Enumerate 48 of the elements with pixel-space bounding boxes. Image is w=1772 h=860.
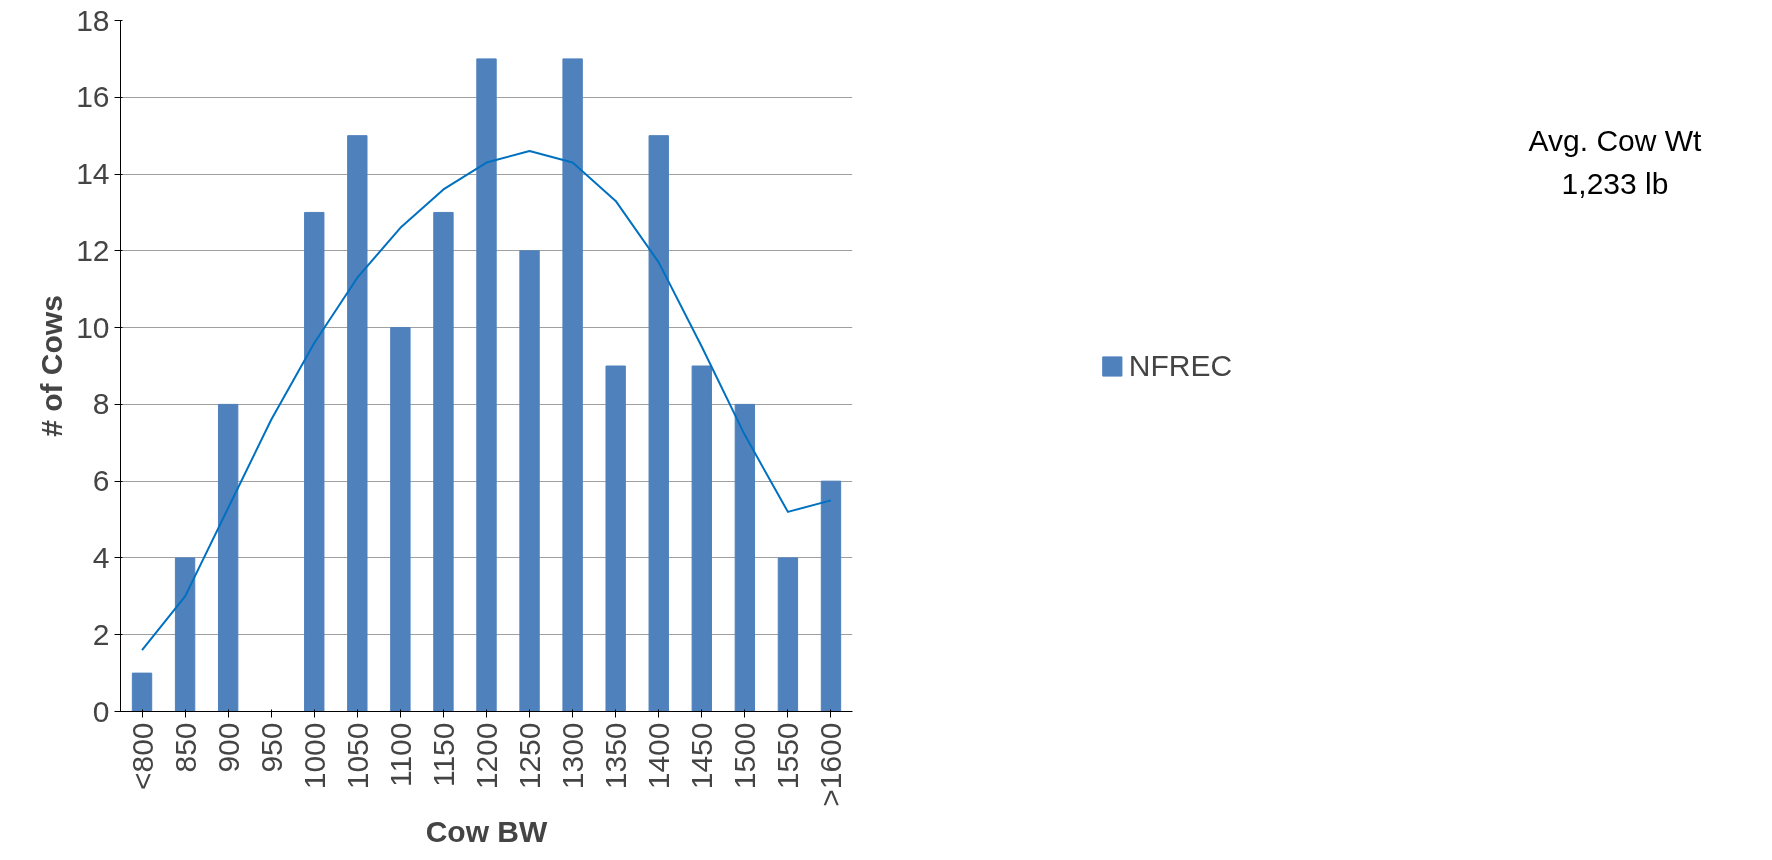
bar	[433, 211, 454, 712]
bar	[476, 58, 497, 712]
x-tick-label: 950	[254, 722, 288, 773]
x-tick-label: 1300	[556, 722, 590, 790]
bar	[131, 672, 153, 712]
y-tick-label: 0	[92, 694, 110, 728]
bar	[820, 480, 842, 712]
line-series	[141, 150, 832, 652]
x-tick-label: 1400	[642, 722, 676, 790]
bar	[217, 403, 239, 712]
y-tick-label: 6	[92, 464, 110, 498]
x-tick-label: <800	[125, 722, 159, 791]
bar	[304, 211, 325, 712]
y-tick-label: 4	[92, 540, 110, 574]
y-tick-label: 2	[92, 617, 110, 651]
x-tick-label: 850	[168, 722, 202, 773]
y-tick-label: 18	[76, 3, 110, 37]
bar	[390, 327, 411, 712]
y-tick-label: 12	[76, 233, 110, 267]
bar	[562, 58, 583, 712]
x-tick-label: 1150	[426, 722, 460, 788]
x-tick-label: 1350	[599, 722, 633, 790]
x-tick-label: 1000	[297, 722, 331, 790]
x-axis-title: Cow BW	[425, 814, 548, 848]
text: Avg. Cow Wt 1,233 lb	[1528, 123, 1702, 202]
y-tick-label: 8	[92, 387, 110, 421]
x-tick-label: 1050	[340, 722, 374, 790]
bar	[347, 135, 368, 712]
x-tick-label: 1550	[771, 722, 805, 790]
bar	[648, 135, 669, 712]
bar	[734, 403, 756, 712]
y-tick-label: 10	[76, 310, 110, 344]
y-tick-label: 16	[76, 80, 110, 114]
bar	[174, 557, 196, 712]
bar	[691, 365, 712, 712]
x-tick-label: 1250	[513, 722, 547, 790]
x-tick-label: >1600	[814, 722, 848, 807]
bar	[777, 557, 799, 712]
x-tick-label: 900	[211, 722, 245, 773]
x-tick-label: 1100	[383, 722, 417, 788]
bar	[519, 250, 540, 712]
x-tick-label: 1200	[470, 722, 503, 790]
legend-label: NFREC	[1128, 348, 1233, 383]
y-tick-label: 14	[76, 157, 110, 191]
y-axis-title: # of Cows	[35, 295, 69, 437]
x-tick-label: 1450	[685, 722, 719, 790]
bar	[605, 365, 626, 712]
x-tick-label: 1500	[728, 722, 762, 790]
